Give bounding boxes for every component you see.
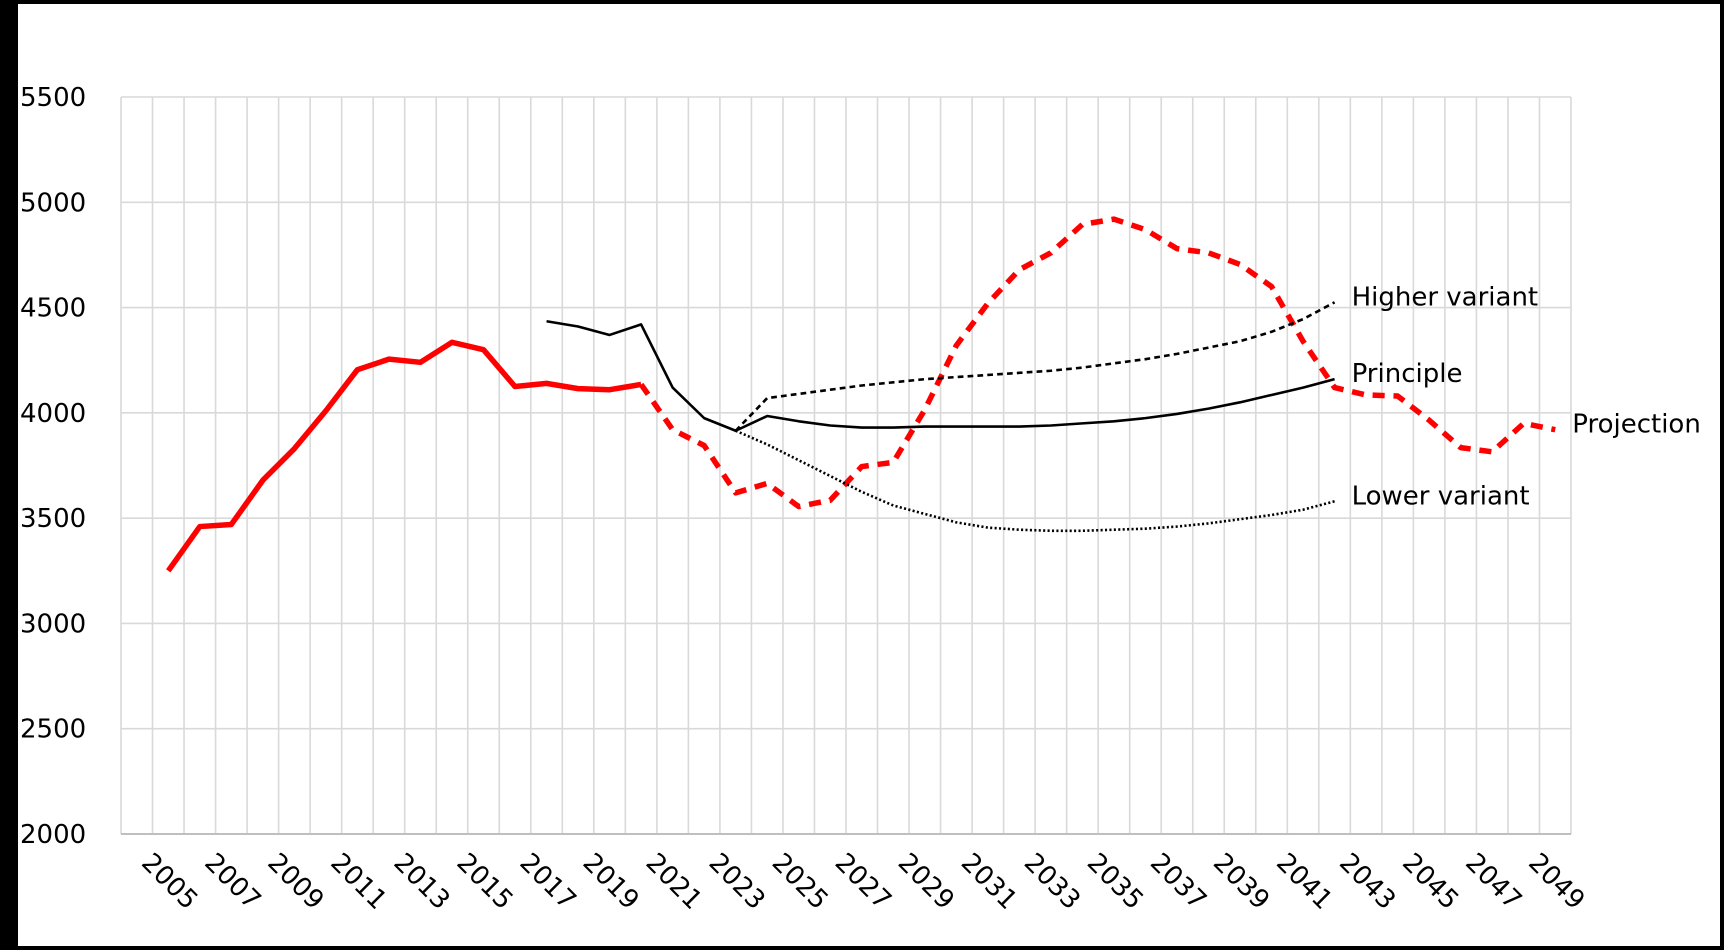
y-tick-label: 3000 [20,609,86,639]
y-tick-label: 2000 [20,820,86,850]
series-line [546,319,1335,433]
series-label: Higher variant [1352,282,1539,312]
series-line [166,339,642,573]
y-tick-label: 3500 [20,504,86,534]
series-label: Principle [1352,359,1463,389]
y-tick-label: 2500 [20,715,86,745]
frame-edge [0,0,18,950]
series-line [734,301,1336,432]
y-tick-label: 4000 [20,399,86,429]
series-label: Lower variant [1352,481,1530,511]
series-line [638,216,1556,510]
series-label: Projection [1572,410,1701,440]
series-line [735,429,1335,533]
y-tick-label: 5500 [20,83,86,113]
y-tick-label: 4500 [20,294,86,324]
y-tick-label: 5000 [20,188,86,218]
